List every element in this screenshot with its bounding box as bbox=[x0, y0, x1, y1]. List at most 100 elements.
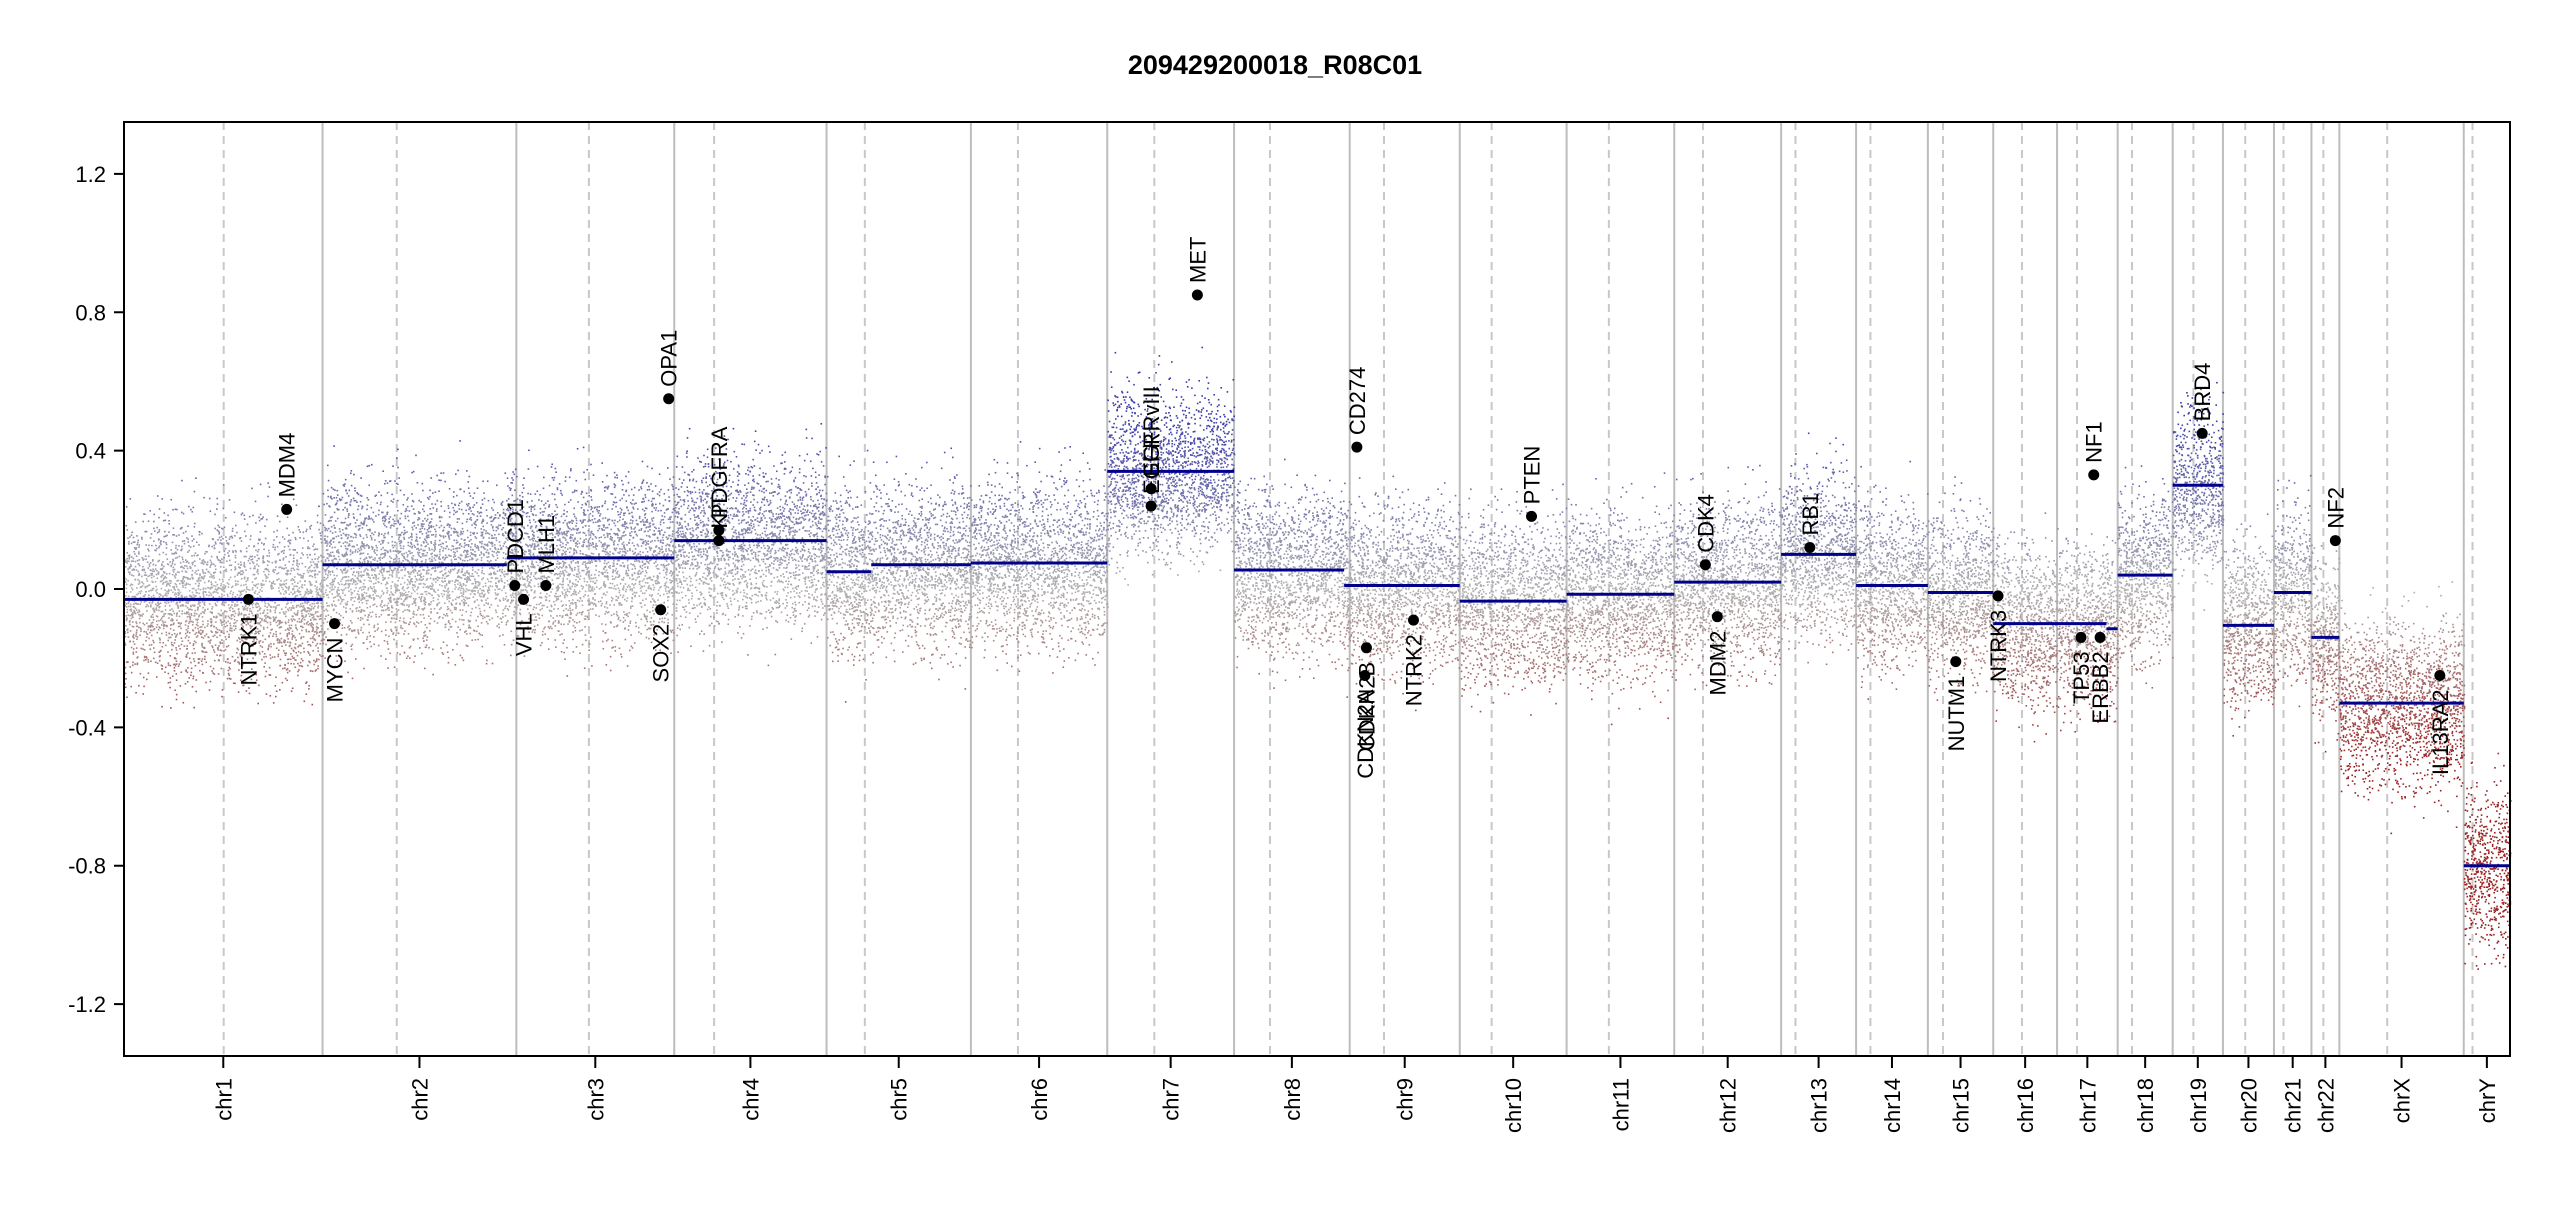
probe-point bbox=[204, 656, 206, 658]
probe-point bbox=[226, 560, 228, 562]
probe-point bbox=[325, 615, 327, 617]
probe-point bbox=[335, 520, 337, 522]
probe-point bbox=[369, 606, 371, 608]
probe-point bbox=[132, 589, 134, 591]
probe-point bbox=[303, 651, 305, 653]
probe-point bbox=[143, 644, 145, 646]
probe-point bbox=[431, 503, 433, 505]
probe-point bbox=[184, 645, 186, 647]
probe-point bbox=[158, 539, 160, 541]
probe-point bbox=[427, 529, 429, 531]
probe-point bbox=[215, 581, 217, 583]
probe-point bbox=[336, 575, 338, 577]
probe-point bbox=[343, 606, 345, 608]
probe-point bbox=[365, 600, 367, 602]
probe-point bbox=[254, 568, 256, 570]
probe-point bbox=[382, 470, 384, 472]
probe-point bbox=[467, 598, 469, 600]
probe-point bbox=[503, 598, 505, 600]
probe-point bbox=[409, 657, 411, 659]
probe-point bbox=[218, 533, 220, 535]
probe-point bbox=[320, 603, 322, 605]
probe-point bbox=[449, 538, 451, 540]
probe-point bbox=[430, 531, 432, 533]
probe-point bbox=[496, 552, 498, 554]
probe-point bbox=[247, 524, 249, 526]
probe-point bbox=[409, 610, 411, 612]
probe-point bbox=[431, 586, 433, 588]
probe-point bbox=[443, 614, 445, 616]
probe-point bbox=[314, 606, 316, 608]
probe-point bbox=[191, 621, 193, 623]
probe-point bbox=[244, 515, 246, 517]
probe-point bbox=[504, 582, 506, 584]
probe-point bbox=[488, 541, 490, 543]
probe-point bbox=[213, 585, 215, 587]
probe-point bbox=[217, 557, 219, 559]
probe-point bbox=[220, 610, 222, 612]
probe-point bbox=[131, 565, 133, 567]
probe-point bbox=[464, 572, 466, 574]
probe-point bbox=[455, 504, 457, 506]
probe-point bbox=[484, 544, 486, 546]
probe-point bbox=[240, 570, 242, 572]
probe-point bbox=[130, 606, 132, 608]
probe-point bbox=[185, 621, 187, 623]
probe-point bbox=[185, 587, 187, 589]
probe-point bbox=[264, 525, 266, 527]
probe-point bbox=[240, 562, 242, 564]
probe-point bbox=[210, 593, 212, 595]
probe-point bbox=[140, 586, 142, 588]
probe-point bbox=[402, 611, 404, 613]
probe-point bbox=[435, 578, 437, 580]
probe-point bbox=[332, 561, 334, 563]
probe-point bbox=[435, 503, 437, 505]
probe-point bbox=[403, 556, 405, 558]
probe-point bbox=[202, 664, 204, 666]
probe-point bbox=[265, 617, 267, 619]
probe-point bbox=[198, 601, 200, 603]
probe-point bbox=[371, 537, 373, 539]
probe-point bbox=[133, 575, 135, 577]
probe-point bbox=[429, 549, 431, 551]
probe-point bbox=[273, 581, 275, 583]
probe-point bbox=[225, 517, 227, 519]
probe-point bbox=[160, 581, 162, 583]
probe-point bbox=[243, 572, 245, 574]
probe-point bbox=[438, 617, 440, 619]
probe-point bbox=[459, 547, 461, 549]
probe-point bbox=[201, 636, 203, 638]
probe-point bbox=[409, 621, 411, 623]
probe-point bbox=[494, 544, 496, 546]
probe-point bbox=[284, 639, 286, 641]
probe-point bbox=[423, 583, 425, 585]
probe-point bbox=[347, 587, 349, 589]
probe-point bbox=[258, 540, 260, 542]
probe-point bbox=[132, 613, 134, 615]
probe-point bbox=[203, 497, 205, 499]
probe-point bbox=[227, 552, 229, 554]
probe-point bbox=[326, 578, 328, 580]
probe-point bbox=[346, 493, 348, 495]
probe-point bbox=[399, 543, 401, 545]
probe-point bbox=[436, 510, 438, 512]
probe-point bbox=[379, 616, 381, 618]
probe-point bbox=[371, 507, 373, 509]
probe-point bbox=[171, 601, 173, 603]
probe-point bbox=[312, 671, 314, 673]
probe-point bbox=[370, 595, 372, 597]
probe-point bbox=[459, 619, 461, 621]
probe-point bbox=[221, 668, 223, 670]
probe-point bbox=[431, 525, 433, 527]
probe-point bbox=[445, 567, 447, 569]
probe-point bbox=[232, 551, 234, 553]
probe-point bbox=[443, 537, 445, 539]
probe-point bbox=[219, 596, 221, 598]
probe-point bbox=[297, 646, 299, 648]
probe-point bbox=[396, 483, 398, 485]
probe-point bbox=[361, 522, 363, 524]
probe-point bbox=[223, 624, 225, 626]
probe-point bbox=[317, 647, 319, 649]
probe-point bbox=[462, 588, 464, 590]
probe-point bbox=[298, 526, 300, 528]
